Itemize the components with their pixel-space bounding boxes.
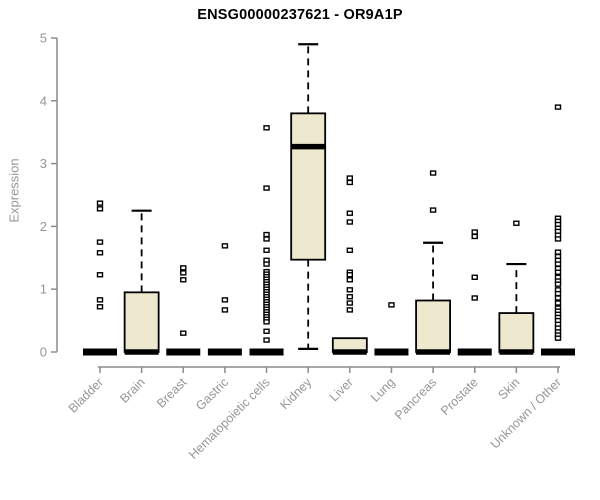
outlier-point-hematopoietic-cells [263,231,270,238]
outlier-point-liver [346,219,354,225]
x-category-label: Bladder [66,375,106,415]
y-tick-label: 1 [40,282,47,297]
outlier-point-hematopoietic-cells [263,337,270,343]
x-category-label: Liver [327,375,356,404]
x-category-label: Breast [154,375,190,411]
outlier-point-unknown-other [554,249,562,255]
outlier-point-lung [388,302,395,308]
outlier-point-liver [346,179,354,186]
box-brain [123,291,160,353]
outlier-point-bladder [96,239,104,245]
outlier-point-hematopoietic-cells [263,185,270,191]
x-category-label: Lung [368,375,398,405]
outlier-point-unknown-other [554,300,562,306]
outlier-point-bladder [96,297,104,303]
outlier-point-hematopoietic-cells [263,328,270,334]
y-tick-label: 3 [40,156,47,171]
outlier-point-gastric [221,307,229,313]
outlier-point-liver [346,294,354,300]
outlier-point-unknown-other [554,236,562,242]
y-tick-label: 2 [40,219,47,234]
y-tick-label: 5 [40,31,47,46]
outlier-point-breast [180,270,187,276]
outlier-point-bladder [96,250,104,256]
outlier-point-gastric [221,243,229,249]
outlier-point-unknown-other [554,261,562,267]
box-pancreas [415,299,451,353]
outlier-point-skin [513,220,520,226]
outlier-point-prostate [471,233,478,240]
chart-title: ENSG00000237621 - OR9A1P [197,7,403,23]
outlier-point-pancreas [429,170,437,176]
x-category-label: Kidney [277,375,314,412]
x-category-label: Unknown / Other [488,375,564,451]
outlier-point-breast [180,330,187,336]
outlier-point-bladder [96,200,104,206]
x-category-label: Hematopoietic cells [186,375,273,462]
outlier-point-liver [346,287,354,293]
outlier-point-bladder [96,272,104,278]
outlier-point-liver [346,300,354,306]
outlier-point-bladder [96,206,104,212]
outlier-point-hematopoietic-cells [263,261,270,267]
outlier-point-liver [346,175,354,181]
outlier-point-unknown-other [554,295,562,301]
x-category-label: Pancreas [392,375,439,422]
x-category-label: Gastric [193,375,231,413]
y-tick-label: 4 [40,93,47,108]
outlier-point-gastric [221,297,229,303]
x-category-label: Skin [495,375,522,402]
outlier-point-hematopoietic-cells [263,125,270,131]
outlier-point-unknown-other [554,269,562,275]
outlier-point-hematopoietic-cells [263,236,270,242]
outlier-point-liver [346,272,354,278]
x-category-label: Brain [117,375,148,406]
outlier-point-liver [346,247,354,253]
outlier-point-prostate [471,229,478,235]
outlier-point-liver [346,210,354,216]
outlier-point-prostate [471,274,478,280]
outlier-point-hematopoietic-cells [263,319,270,325]
box-skin [498,312,535,353]
x-category-label: Prostate [438,375,481,418]
outlier-point-unknown-other [554,335,562,341]
outlier-point-unknown-other [554,290,562,297]
outlier-point-liver [346,307,354,313]
outlier-point-unknown-other [554,104,562,110]
y-tick-label: 0 [40,345,47,360]
outlier-point-unknown-other [554,281,562,287]
outlier-point-liver [346,277,354,283]
box-kidney [290,112,327,261]
outlier-point-hematopoietic-cells [263,247,270,253]
outlier-point-pancreas [429,207,437,213]
outlier-point-breast [180,265,187,271]
outlier-point-bladder [96,304,104,310]
outlier-point-prostate [471,295,478,301]
outlier-point-breast [180,277,187,283]
